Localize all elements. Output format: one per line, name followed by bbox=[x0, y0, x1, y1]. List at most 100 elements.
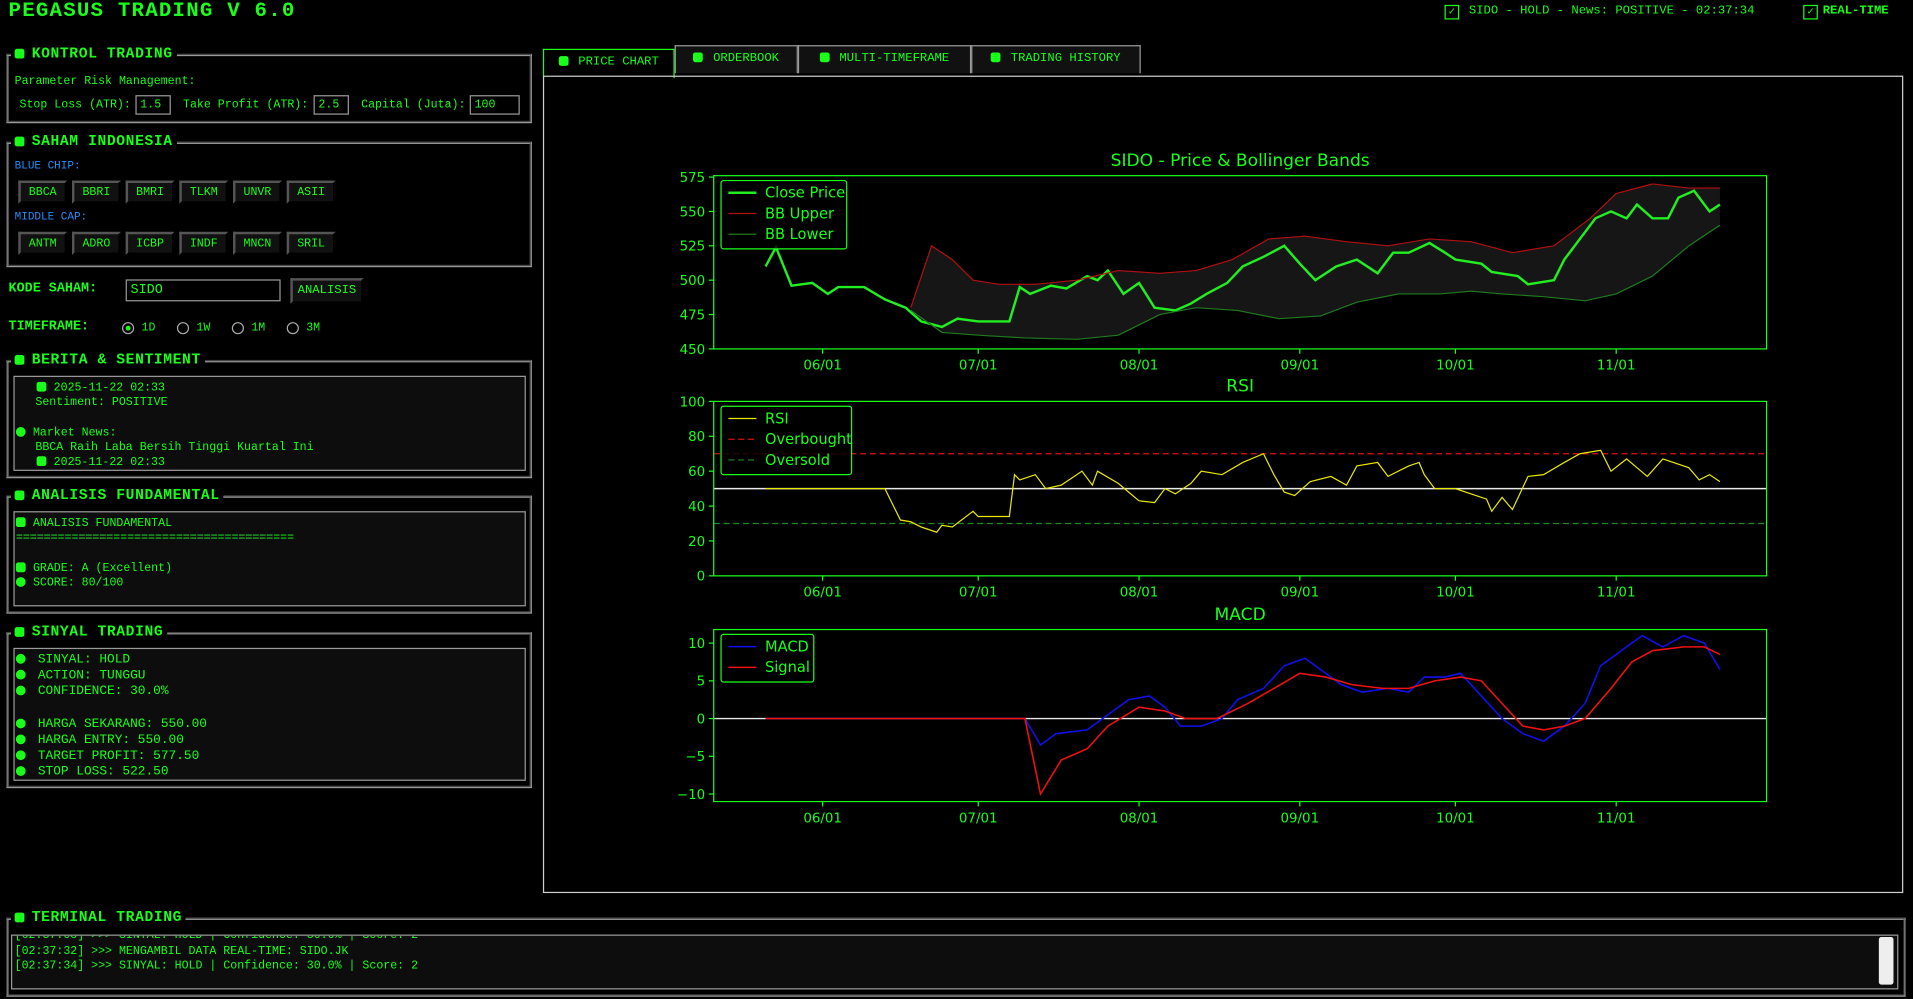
terminal-log: [02:37:08] >>> SINYAL: HOLD | Confidence… bbox=[10, 934, 1899, 990]
terminal-title: TERMINAL TRADING bbox=[10, 908, 186, 927]
fund-line: ANALISIS FUNDAMENTAL bbox=[15, 516, 173, 530]
news-line: Market News: bbox=[15, 425, 117, 440]
fund-line: GRADE: A (Excellent) bbox=[15, 561, 173, 575]
timeframe-label: TIMEFRAME: bbox=[8, 319, 90, 335]
kontrol-subtitle: Parameter Risk Management: bbox=[14, 74, 196, 88]
news-heading: Market News: bbox=[32, 425, 117, 440]
signal-icon bbox=[15, 734, 26, 744]
tab-label: TRADING HISTORY bbox=[1010, 52, 1121, 66]
fund-line: ======================================== bbox=[15, 530, 295, 545]
signal-line: STOP LOSS: 522.50 bbox=[15, 765, 169, 780]
scrollbar[interactable] bbox=[1878, 936, 1894, 985]
stop-loss-input[interactable]: 1.5 bbox=[135, 95, 171, 115]
take-profit-input[interactable]: 2.5 bbox=[313, 95, 349, 115]
stock-button[interactable]: BBRI bbox=[71, 180, 121, 204]
stock-button[interactable]: SRIL bbox=[286, 231, 336, 255]
stock-button[interactable]: ANTM bbox=[18, 231, 68, 255]
signal-line: TARGET PROFIT: 577.50 bbox=[15, 749, 199, 764]
news-line: Sentiment: POSITIVE bbox=[35, 395, 168, 409]
signal-text: CONFIDENCE: 30.0% bbox=[37, 684, 169, 700]
terminal-panel bbox=[6, 917, 1906, 997]
signal-line: HARGA SEKARANG: 550.00 bbox=[15, 716, 207, 732]
saham-panel bbox=[6, 141, 532, 268]
signal-text: HARGA SEKARANG: 550.00 bbox=[37, 716, 207, 732]
group-label: MIDDLE CAP: bbox=[14, 211, 88, 224]
news-date: 2025-11-22 02:33 bbox=[53, 380, 165, 395]
capital-label: Capital (Juta): bbox=[361, 97, 466, 112]
radio-label: 1W bbox=[196, 320, 211, 335]
tab-icon bbox=[819, 52, 830, 63]
radio[interactable] bbox=[122, 322, 135, 335]
signal-line: ACTION: TUNGGU bbox=[15, 668, 146, 684]
kontrol-title: KONTROL TRADING bbox=[10, 45, 177, 63]
radio-dot bbox=[125, 325, 131, 331]
tab-label: PRICE CHART bbox=[578, 56, 659, 70]
realtime-checkbox[interactable]: ✓ bbox=[1803, 4, 1818, 20]
app-title: PEGASUS TRADING V 6.0 bbox=[8, 0, 296, 24]
take-profit-label: Take Profit (ATR): bbox=[183, 97, 309, 112]
news-line: 2025-11-22 02:33 bbox=[36, 380, 165, 395]
stock-button[interactable]: UNVR bbox=[233, 180, 282, 204]
signal-line: CONFIDENCE: 30.0% bbox=[15, 684, 169, 700]
radio-label: 1M bbox=[251, 320, 266, 335]
kontrol-panel bbox=[6, 53, 532, 124]
fundamental-panel bbox=[6, 495, 532, 614]
signal-text: ACTION: TUNGGU bbox=[37, 668, 146, 684]
stock-button[interactable]: INDF bbox=[179, 231, 229, 255]
signal-icon bbox=[15, 686, 26, 696]
signal-line: HARGA ENTRY: 550.00 bbox=[15, 732, 184, 748]
realtime-label: REAL-TIME bbox=[1822, 4, 1889, 19]
radio-label: 1D bbox=[141, 320, 156, 335]
fund-line: SCORE: 80/100 bbox=[15, 575, 124, 590]
sinyal-title: SINYAL TRADING bbox=[10, 623, 167, 641]
stock-button[interactable]: TLKM bbox=[179, 180, 229, 204]
saham-title-text: SAHAM INDONESIA bbox=[31, 132, 173, 151]
tab-icon bbox=[558, 56, 569, 66]
stock-button[interactable]: BMRI bbox=[125, 180, 175, 204]
stock-button[interactable]: MNCN bbox=[233, 231, 282, 255]
signal-text: SINYAL: HOLD bbox=[37, 652, 131, 668]
signal-text: STOP LOSS: 522.50 bbox=[37, 765, 169, 780]
stock-button[interactable]: ASII bbox=[286, 180, 336, 204]
kontrol-title-text: KONTROL TRADING bbox=[31, 45, 173, 63]
signal-icon bbox=[15, 750, 26, 761]
terminal-title-text: TERMINAL TRADING bbox=[31, 908, 183, 927]
status-checkbox[interactable]: ✓ bbox=[1444, 4, 1460, 20]
stock-button[interactable]: BBCA bbox=[18, 180, 68, 204]
sinyal-panel bbox=[6, 631, 532, 789]
fund-text: ANALISIS FUNDAMENTAL bbox=[32, 516, 173, 530]
tab[interactable]: PRICE CHART bbox=[542, 48, 675, 79]
radio-label: 3M bbox=[306, 320, 321, 335]
fundamental-title: ANALISIS FUNDAMENTAL bbox=[10, 486, 224, 504]
tab[interactable]: ORDERBOOK bbox=[674, 45, 798, 74]
kode-input[interactable]: SIDO bbox=[125, 279, 281, 302]
saham-title: SAHAM INDONESIA bbox=[10, 132, 177, 151]
fundamental-text: ANALISIS FUNDAMENTAL ===================… bbox=[13, 511, 526, 607]
log-line: [02:37:08] >>> SINYAL: HOLD | Confidence… bbox=[14, 934, 419, 942]
signal-text: HARGA ENTRY: 550.00 bbox=[37, 732, 184, 748]
news-date: 2025-11-22 02:33 bbox=[53, 455, 165, 469]
tab[interactable]: TRADING HISTORY bbox=[971, 45, 1141, 74]
analisis-button[interactable]: ANALISIS bbox=[290, 278, 364, 304]
stock-button[interactable]: ICBP bbox=[125, 231, 175, 255]
stock-button[interactable]: ADRO bbox=[71, 231, 121, 255]
stop-loss-label: Stop Loss (ATR): bbox=[19, 97, 131, 112]
radio[interactable] bbox=[231, 322, 245, 335]
berita-title-text: BERITA & SENTIMENT bbox=[31, 351, 201, 369]
kode-label: KODE SAHAM: bbox=[8, 281, 98, 297]
fundamental-title-text: ANALISIS FUNDAMENTAL bbox=[31, 486, 220, 504]
radio[interactable] bbox=[176, 322, 190, 335]
log-line: [02:37:32] >>> MENGAMBIL DATA REAL-TIME:… bbox=[14, 943, 349, 958]
tab-icon bbox=[991, 52, 1002, 63]
sinyal-title-text: SINYAL TRADING bbox=[31, 623, 164, 641]
signal-icon bbox=[15, 653, 26, 664]
log-line: [02:37:34] >>> SINYAL: HOLD | Confidence… bbox=[14, 958, 419, 973]
capital-input[interactable]: 100 bbox=[469, 95, 520, 115]
radio[interactable] bbox=[286, 322, 299, 335]
fund-text: SCORE: 80/100 bbox=[32, 575, 124, 590]
fund-text: GRADE: A (Excellent) bbox=[32, 561, 173, 575]
chart-panel bbox=[542, 75, 1904, 894]
tab[interactable]: MULTI-TIMEFRAME bbox=[797, 45, 972, 74]
signal-icon bbox=[15, 670, 26, 680]
